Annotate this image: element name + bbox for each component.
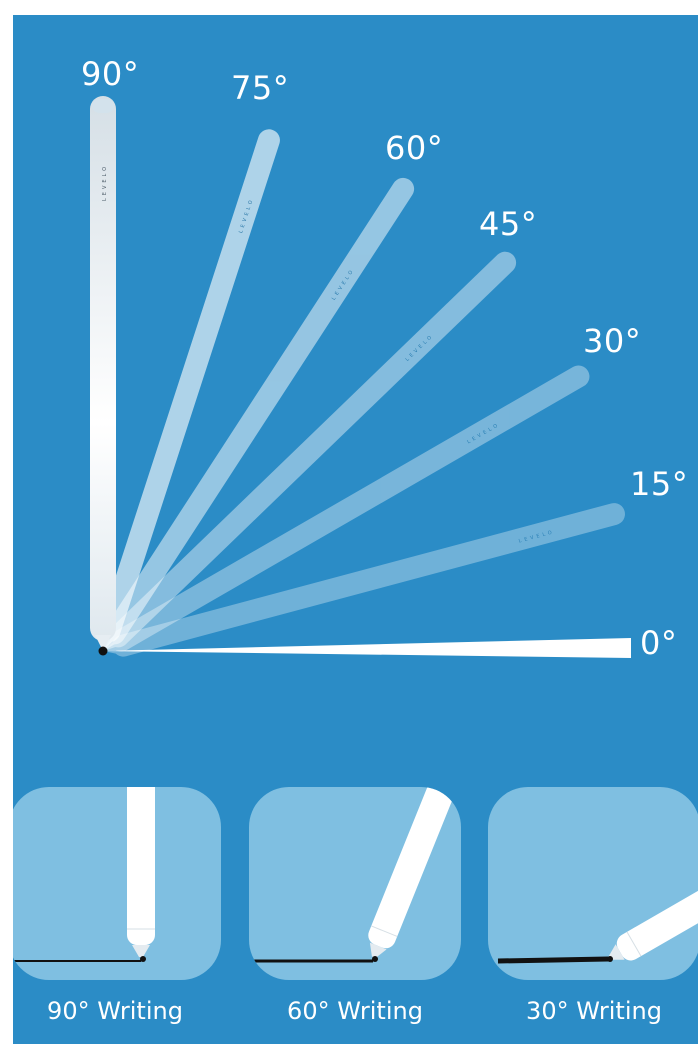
angle-label-90: 90° bbox=[81, 55, 140, 93]
angle-label-60: 60° bbox=[385, 129, 444, 167]
angle-label-15: 15° bbox=[630, 465, 689, 503]
pen-brand-text: LEVELO bbox=[102, 164, 108, 201]
angle-label-45: 45° bbox=[479, 205, 538, 243]
caption-30-writing: 30° Writing bbox=[526, 997, 662, 1025]
zero-degree-wedge bbox=[103, 638, 631, 658]
pen-tip bbox=[98, 646, 108, 656]
angle-label-30: 30° bbox=[583, 322, 642, 360]
pen-90-degrees: LEVELO bbox=[90, 96, 116, 651]
angle-fan-diagram: LEVELO LEVELO LEVELO LEVELO LEVELO LE bbox=[90, 96, 631, 658]
illustration-canvas: LEVELO LEVELO LEVELO LEVELO LEVELO LE bbox=[13, 15, 698, 1044]
pen-60-writing-illustration bbox=[249, 787, 461, 963]
caption-60-writing: 60° Writing bbox=[287, 997, 423, 1025]
writing-example-30 bbox=[488, 787, 698, 980]
caption-90-writing: 90° Writing bbox=[47, 997, 183, 1025]
pen-15-degrees: LEVELO bbox=[103, 503, 625, 657]
pen-30-writing-illustration bbox=[497, 823, 698, 964]
writing-example-90 bbox=[13, 787, 221, 980]
angle-label-0: 0° bbox=[640, 624, 678, 662]
pen-90-writing-illustration bbox=[13, 787, 155, 962]
writing-example-60 bbox=[249, 787, 461, 980]
angle-label-75: 75° bbox=[231, 69, 290, 107]
